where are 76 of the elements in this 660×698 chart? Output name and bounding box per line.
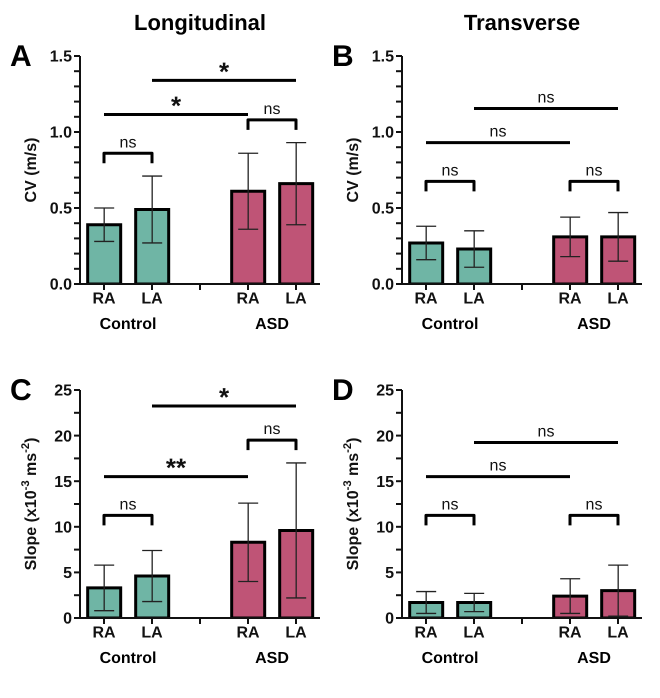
text: C bbox=[10, 374, 32, 407]
x-tick-label: LA bbox=[285, 290, 308, 308]
text: A bbox=[10, 40, 32, 73]
x-tick-label: RA bbox=[558, 290, 582, 308]
y-tick-label: 15 bbox=[54, 474, 72, 491]
bar bbox=[230, 540, 266, 618]
annotation: ns bbox=[490, 458, 506, 475]
annotation: * bbox=[170, 90, 182, 121]
annotation: ns bbox=[264, 421, 280, 438]
x-tick-label: LA bbox=[607, 624, 630, 642]
bar bbox=[230, 190, 266, 284]
y-axis-title: CV (m/s) bbox=[23, 138, 40, 202]
y-tick-label: 15 bbox=[376, 474, 394, 491]
annotation: ns bbox=[490, 124, 506, 141]
x-tick-label: RA bbox=[558, 624, 582, 642]
x-tick-label: RA bbox=[236, 624, 260, 642]
bar bbox=[134, 574, 170, 618]
annotation: * bbox=[218, 382, 230, 412]
annotation: ns bbox=[538, 423, 554, 440]
y-tick-label: 0.0 bbox=[372, 276, 394, 294]
y-tick-label: 0.0 bbox=[50, 276, 72, 294]
y-tick-label: 10 bbox=[54, 519, 72, 536]
x-tick-label: RA bbox=[414, 624, 438, 642]
annotation: ns bbox=[120, 134, 136, 152]
annotation: ns bbox=[538, 89, 554, 106]
annotation: ns bbox=[586, 496, 602, 514]
y-tick-label: 0.5 bbox=[372, 200, 394, 218]
annotation: ns bbox=[120, 496, 136, 514]
y-tick-label: 1.0 bbox=[50, 124, 72, 142]
x-tick-label: RA bbox=[236, 290, 260, 308]
bar bbox=[278, 528, 314, 618]
text: Control bbox=[420, 316, 480, 334]
y-tick-label: 20 bbox=[54, 428, 72, 446]
x-tick-label: RA bbox=[414, 290, 438, 308]
annotation: ns bbox=[442, 496, 458, 514]
text: B bbox=[332, 40, 354, 73]
y-tick-label: 20 bbox=[376, 428, 394, 446]
text: ASD bbox=[254, 316, 290, 334]
text: Control bbox=[98, 316, 158, 334]
x-tick-label: LA bbox=[285, 624, 308, 642]
y-tick-label: 0.5 bbox=[50, 200, 72, 218]
chart-title: Longitudinal bbox=[134, 10, 266, 35]
y-tick-label: 10 bbox=[376, 519, 394, 536]
y-axis-title: CV (m/s) bbox=[345, 138, 362, 202]
annotation: * bbox=[218, 56, 230, 86]
text: Control bbox=[98, 650, 158, 668]
y-tick-label: 25 bbox=[376, 382, 394, 400]
bar bbox=[86, 586, 122, 618]
y-tick-label: 5 bbox=[63, 565, 72, 582]
y-tick-label: 0 bbox=[385, 610, 394, 628]
x-tick-label: RA bbox=[92, 624, 116, 642]
text: D bbox=[332, 374, 354, 407]
text: ASD bbox=[576, 316, 612, 334]
annotation: ns bbox=[586, 162, 602, 180]
x-tick-label: LA bbox=[463, 290, 486, 308]
bar bbox=[134, 208, 170, 284]
y-tick-label: 1.0 bbox=[372, 124, 394, 142]
annotation: ns bbox=[264, 100, 280, 118]
y-tick-label: 0 bbox=[63, 610, 72, 628]
text: ASD bbox=[254, 650, 290, 668]
bar bbox=[86, 223, 122, 284]
text: Control bbox=[420, 650, 480, 668]
x-tick-label: LA bbox=[141, 624, 164, 642]
x-tick-label: LA bbox=[607, 290, 630, 308]
y-tick-label: 25 bbox=[54, 382, 72, 400]
text: ASD bbox=[576, 650, 612, 668]
x-tick-label: LA bbox=[141, 290, 164, 308]
x-tick-label: RA bbox=[92, 290, 116, 308]
chart-title: Transverse bbox=[464, 10, 580, 35]
x-tick-label: LA bbox=[463, 624, 486, 642]
bar bbox=[278, 182, 314, 284]
y-tick-label: 5 bbox=[385, 565, 394, 582]
y-tick-label: 1.5 bbox=[50, 48, 72, 66]
y-tick-label: 1.5 bbox=[372, 48, 394, 66]
annotation: ** bbox=[166, 452, 187, 483]
annotation: ns bbox=[442, 162, 458, 180]
